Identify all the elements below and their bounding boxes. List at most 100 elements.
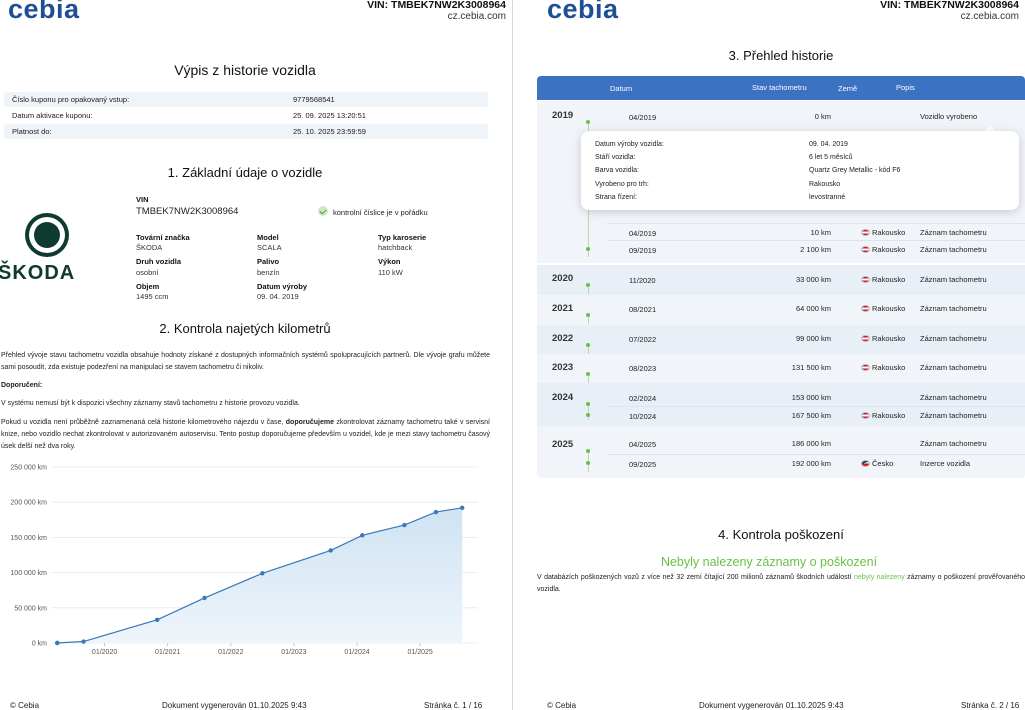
col-country: Země [838,84,858,93]
popup-label: Strana řízení: [595,194,638,201]
make-label: Tovární značka [136,233,190,242]
data-point [360,533,365,538]
vin-value: TMBEK7NW2K3008964 [136,206,239,217]
row-country: Rakousko [861,334,905,343]
row-date: 08/2023 [629,364,657,373]
footer-copyright: © Cebia [547,701,577,710]
footer-page-number: Stránka č. 2 / 16 [961,701,1020,710]
cebia-logo: cebia [547,0,619,24]
header-right: VIN: TMBEK7NW2K3008964 cz.cebia.com [880,0,1019,22]
row-odometer: 192 000 km [791,459,831,468]
row-date: 09/2019 [629,246,657,255]
data-point [260,571,265,576]
row-date: 02/2024 [629,394,657,403]
coupon-value: 25. 10. 2025 23:59:59 [293,127,366,136]
history-row: 04/2019 10 km Rakousko Záznam tachometru [607,223,1025,240]
footer-copyright: © Cebia [10,701,40,710]
timeline-dot [586,449,590,453]
year-label: 2021 [552,303,574,314]
year-label: 2022 [552,333,574,344]
footer-generated: Dokument vygenerován 01.10.2025 9:43 [699,701,844,710]
row-date: 08/2021 [629,305,657,314]
timeline-dot [586,120,590,124]
row-date: 10/2024 [629,412,657,421]
fuel-value: benzín [257,268,280,277]
row-description: Záznam tachometru [920,275,987,284]
row-description: Záznam tachometru [920,363,987,372]
coupon-label: Platnost do: [12,127,52,136]
power-label: Výkon [378,257,401,266]
popup-pointer [983,125,997,132]
timeline-dot [586,413,590,417]
row-odometer: 33 000 km [795,275,831,284]
row-country: Česko [861,459,893,468]
year-band: 2025 04/2025 186 000 km Záznam tachometru 09… [537,426,1025,478]
timeline-dot [586,461,590,465]
row-country: Rakousko [861,363,905,372]
history-row: 04/2025 186 000 km Záznam tachometru [607,435,1025,452]
report-page-2: cebia VIN: TMBEK7NW2K3008964 cz.cebia.co… [513,0,1025,710]
data-point [55,640,60,646]
data-point [460,505,465,511]
recommend-label: Doporučení: [1,382,43,389]
odometer-chart: 250 000 km 200 000 km 150 000 km 100 000 km… [10,465,478,656]
power-value: 110 kW [378,268,403,277]
year-label: 2020 [552,273,574,284]
flag-icon [861,229,870,236]
footer-page-number: Stránka č. 1 / 16 [424,701,483,710]
footer-generated: Dokument vygenerován 01.10.2025 9:43 [162,701,307,710]
y-tick-label: 0 km [32,641,47,648]
row-description: Záznam tachometru [920,245,987,254]
coupon-row: Platnost do: 25. 10. 2025 23:59:59 [4,124,488,139]
history-row: 09/2025 192 000 km Česko Inzerce vozidla [607,454,1025,471]
row-odometer: 0 km [814,112,831,121]
popup-value: 09. 04. 2019 [809,141,848,148]
header-site: cz.cebia.com [960,11,1019,22]
y-tick-label: 100 000 km [10,570,47,577]
history-row: 04/2019 0 km Vozidlo vyrobeno [607,108,1025,125]
row-odometer: 99 000 km [795,334,831,343]
popup-value: levostranné [809,194,846,201]
history-row: 10/2024 167 500 km Rakousko Záznam tachomet… [607,406,1025,423]
timeline-dot [586,247,590,251]
volume-value: 1495 ccm [136,292,169,301]
page-divider [512,0,513,710]
vin-label: VIN [136,195,149,204]
history-row: 08/2021 64 000 km Rakousko Záznam tachometr… [607,300,1025,317]
flag-icon [861,364,870,371]
popup-value: Rakousko [809,181,841,188]
flag-icon [861,412,870,419]
history-row: 02/2024 153 000 km Záznam tachometru [607,389,1025,406]
row-date: 09/2025 [629,460,657,469]
body-label: Typ karoserie [378,233,427,242]
data-point [202,595,207,601]
row-country: Rakousko [861,411,905,420]
row-description: Vozidlo vyrobeno [920,112,978,121]
body-value: hatchback [378,243,413,252]
year-band: 2022 07/2022 99 000 km Rakousko Záznam tacho… [537,325,1025,354]
popup-value: 6 let 5 měsíců [809,154,853,161]
kind-value: osobní [136,268,159,277]
odometer-note: V systému nemusí být k dispozici všechny… [1,400,300,407]
row-odometer: 64 000 km [795,304,831,313]
timeline-dot [586,313,590,317]
no-damage-title: Nebyly nalezeny záznamy o poškození [660,555,878,569]
timeline-line [588,316,589,324]
year-label: 2025 [552,439,574,450]
timeline-dot [586,372,590,376]
row-description: Záznam tachometru [920,411,987,420]
coupon-label: Datum aktivace kuponu: [12,111,93,120]
x-tick-label: 01/2021 [155,649,180,656]
flag-icon [861,460,870,467]
row-country: Rakousko [861,304,905,313]
row-description: Záznam tachometru [920,304,987,313]
row-odometer: 2 100 km [800,245,831,254]
flag-icon [861,335,870,342]
year-label: 2019 [552,110,574,121]
year-label: 2023 [552,362,574,373]
y-tick-label: 150 000 km [10,535,47,542]
x-tick-label: 01/2024 [344,649,369,656]
row-odometer: 186 000 km [791,439,831,448]
popup-label: Datum výroby vozidla: [595,141,664,148]
flag-icon [861,276,870,283]
